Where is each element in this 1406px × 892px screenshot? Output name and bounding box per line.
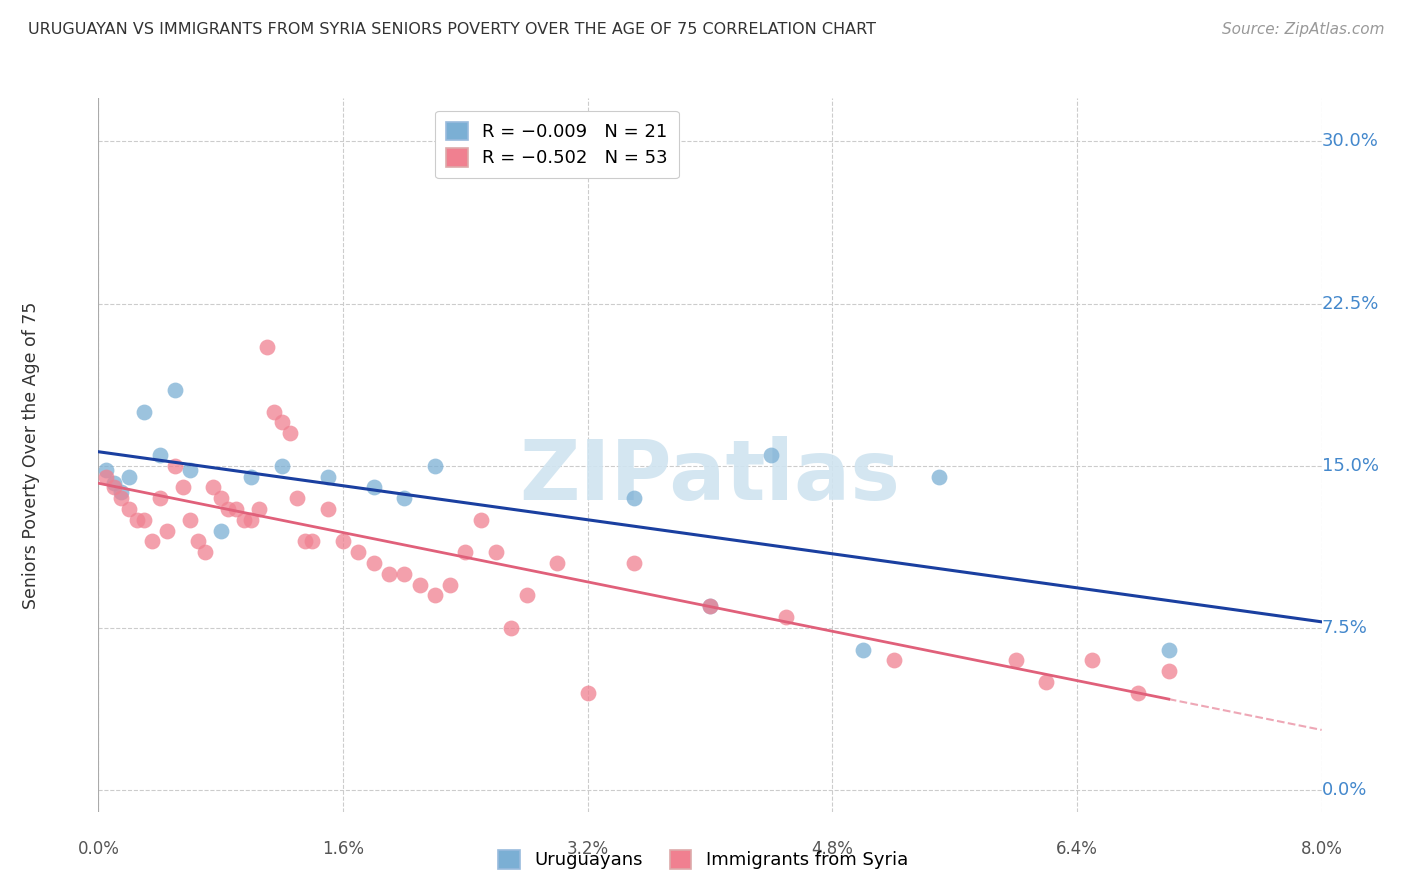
Text: 22.5%: 22.5%	[1322, 294, 1379, 312]
Point	[423, 458, 446, 473]
Point	[623, 556, 645, 570]
Point	[623, 491, 645, 505]
Point	[263, 405, 285, 419]
Legend: R = −0.009   N = 21, R = −0.502   N = 53: R = −0.009 N = 21, R = −0.502 N = 53	[436, 111, 679, 178]
Text: 6.4%: 6.4%	[1056, 840, 1098, 858]
Point	[209, 524, 232, 538]
Point	[1004, 653, 1026, 667]
Point	[363, 480, 385, 494]
Point	[187, 534, 209, 549]
Point	[285, 491, 308, 505]
Point	[270, 416, 294, 430]
Point	[546, 556, 568, 570]
Point	[408, 577, 430, 591]
Point	[392, 566, 416, 581]
Text: URUGUAYAN VS IMMIGRANTS FROM SYRIA SENIORS POVERTY OVER THE AGE OF 75 CORRELATIO: URUGUAYAN VS IMMIGRANTS FROM SYRIA SENIO…	[28, 22, 876, 37]
Point	[392, 491, 416, 505]
Point	[332, 534, 354, 549]
Point	[515, 589, 537, 603]
Point	[125, 513, 148, 527]
Point	[149, 491, 172, 505]
Point	[94, 469, 117, 483]
Point	[179, 463, 201, 477]
Point	[761, 448, 783, 462]
Point	[928, 469, 950, 483]
Point	[194, 545, 217, 559]
Text: 3.2%: 3.2%	[567, 840, 609, 858]
Text: 0.0%: 0.0%	[1322, 781, 1367, 799]
Point	[110, 484, 132, 499]
Point	[209, 491, 232, 505]
Point	[363, 556, 385, 570]
Point	[247, 502, 270, 516]
Point	[256, 340, 278, 354]
Point	[883, 653, 905, 667]
Text: 1.6%: 1.6%	[322, 840, 364, 858]
Point	[94, 463, 117, 477]
Point	[156, 524, 179, 538]
Point	[225, 502, 247, 516]
Point	[1157, 642, 1180, 657]
Text: Seniors Poverty Over the Age of 75: Seniors Poverty Over the Age of 75	[22, 301, 41, 608]
Point	[775, 610, 797, 624]
Point	[141, 534, 163, 549]
Point	[699, 599, 721, 614]
Point	[1035, 675, 1057, 690]
Point	[149, 448, 172, 462]
Text: 15.0%: 15.0%	[1322, 457, 1379, 475]
Point	[278, 426, 301, 441]
Text: 0.0%: 0.0%	[77, 840, 120, 858]
Point	[110, 491, 132, 505]
Point	[118, 502, 141, 516]
Point	[699, 599, 721, 614]
Point	[240, 469, 263, 483]
Point	[202, 480, 225, 494]
Point	[217, 502, 239, 516]
Text: 8.0%: 8.0%	[1301, 840, 1343, 858]
Point	[501, 621, 523, 635]
Text: Source: ZipAtlas.com: Source: ZipAtlas.com	[1222, 22, 1385, 37]
Point	[103, 480, 125, 494]
Point	[316, 469, 339, 483]
Text: 30.0%: 30.0%	[1322, 132, 1378, 151]
Point	[454, 545, 477, 559]
Legend: Uruguayans, Immigrants from Syria: Uruguayans, Immigrants from Syria	[489, 841, 917, 879]
Point	[163, 383, 186, 397]
Point	[423, 589, 446, 603]
Point	[852, 642, 875, 657]
Text: 7.5%: 7.5%	[1322, 619, 1368, 637]
Point	[1128, 686, 1150, 700]
Point	[134, 405, 156, 419]
Text: 4.8%: 4.8%	[811, 840, 853, 858]
Point	[347, 545, 370, 559]
Point	[163, 458, 186, 473]
Point	[485, 545, 508, 559]
Point	[103, 476, 125, 491]
Point	[316, 502, 339, 516]
Point	[439, 577, 461, 591]
Point	[134, 513, 156, 527]
Point	[240, 513, 263, 527]
Text: ZIPatlas: ZIPatlas	[520, 436, 900, 516]
Point	[172, 480, 194, 494]
Point	[118, 469, 141, 483]
Point	[576, 686, 599, 700]
Point	[294, 534, 316, 549]
Point	[1157, 664, 1180, 678]
Point	[470, 513, 492, 527]
Point	[301, 534, 323, 549]
Point	[378, 566, 401, 581]
Point	[179, 513, 201, 527]
Point	[1081, 653, 1104, 667]
Point	[270, 458, 294, 473]
Point	[232, 513, 254, 527]
